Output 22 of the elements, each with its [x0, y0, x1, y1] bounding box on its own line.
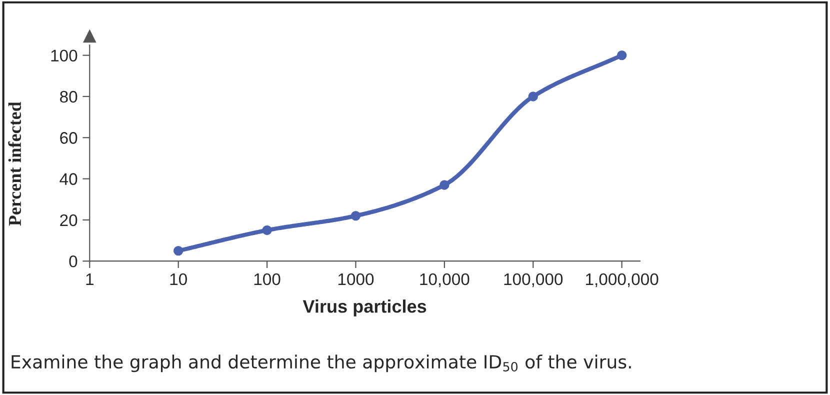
point — [528, 92, 538, 102]
x-tick-label: 10 — [170, 273, 187, 286]
x-tick-label: 10,000 — [420, 273, 470, 288]
point — [350, 210, 361, 221]
x-tick-label: 1 — [86, 274, 94, 285]
x-axis-title: Virus particles — [302, 300, 426, 316]
y-tick-label: 20 — [60, 214, 78, 226]
x-tick-label: 100,000 — [504, 273, 563, 288]
y-tick-label: 40 — [60, 173, 78, 185]
y-tick-label: 80 — [60, 90, 78, 103]
x-tick-label: 100 — [254, 273, 280, 286]
x-tick-label: 1,000,000 — [586, 273, 658, 288]
point — [440, 180, 450, 190]
y-tick-label: 100 — [51, 50, 78, 62]
y-tick-label: 0 — [69, 255, 78, 268]
point — [173, 246, 184, 256]
text: Examine the graph and determine the approximate ID$_{50}$ of the virus. — [12, 354, 631, 372]
x-tick-label: 1000 — [338, 273, 374, 286]
y-tick-label: 60 — [60, 132, 78, 144]
point — [616, 50, 627, 60]
point — [262, 225, 272, 236]
y-axis-title: Percent infected — [8, 102, 22, 226]
